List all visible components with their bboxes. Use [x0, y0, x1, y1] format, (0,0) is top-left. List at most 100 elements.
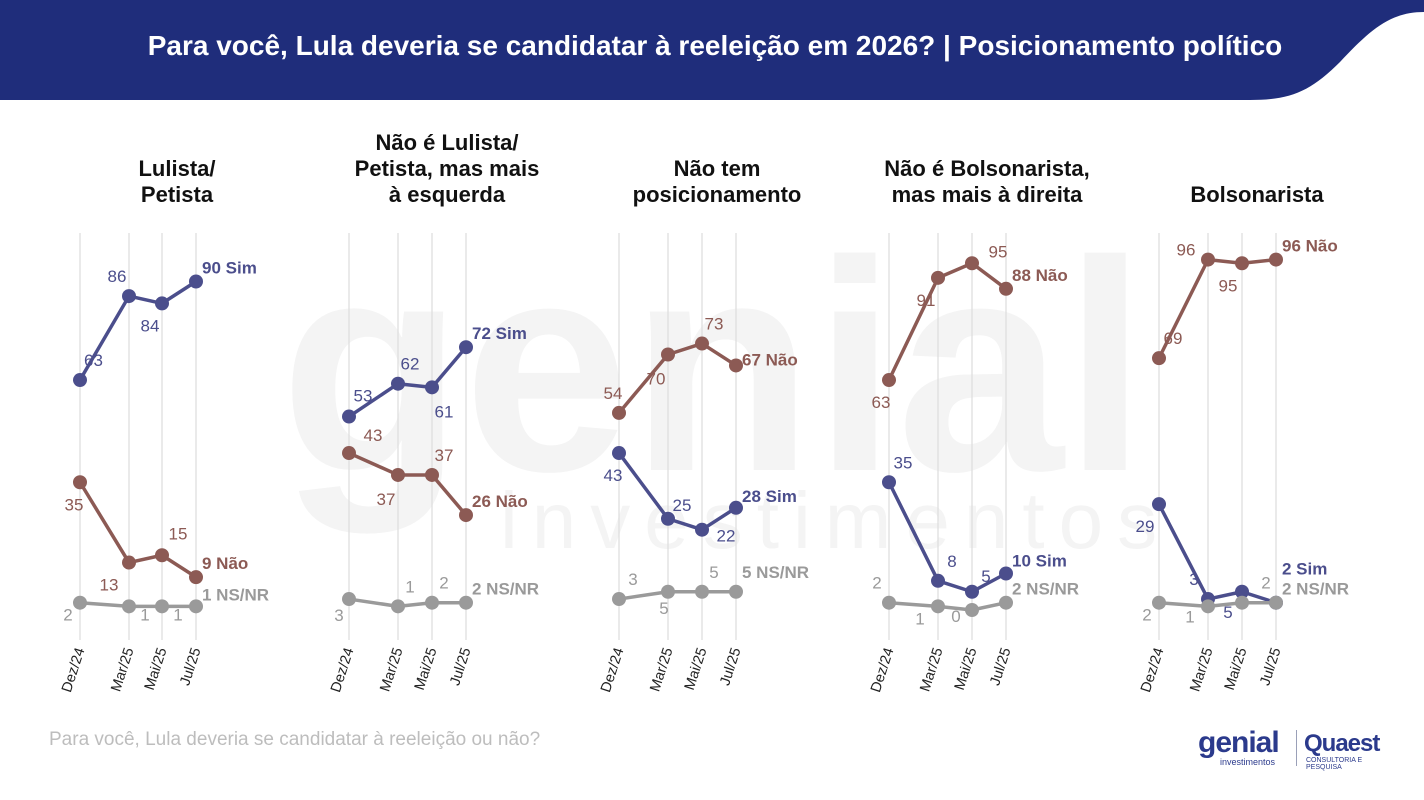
data-point-nsnr	[612, 592, 626, 607]
series-end-label: 88 Não	[1012, 266, 1068, 285]
data-label: 37	[435, 446, 454, 465]
data-label: 69	[1164, 329, 1183, 348]
panel-title-line: Bolsonarista	[1190, 182, 1324, 207]
data-point-nsnr	[1152, 595, 1166, 610]
data-point-sim	[342, 409, 356, 424]
period-tick-label: Dez/24	[328, 646, 357, 695]
series-line-sim	[348, 346, 468, 419]
watermark-word: genial	[280, 198, 1147, 536]
series-end-label: 90 Sim	[202, 259, 257, 278]
series-end-label: 5 NS/NR	[742, 563, 809, 582]
series-end-label: 2 Sim	[1282, 560, 1327, 579]
period-tick-label: Jul/25	[987, 646, 1014, 688]
data-label: 2	[63, 606, 72, 625]
data-label: 3	[334, 606, 343, 625]
data-label: 84	[141, 316, 160, 335]
data-point-sim	[1152, 497, 1166, 512]
quaest-logo-sub: CONSULTORIA E PESQUISA	[1306, 757, 1363, 771]
header-background	[0, 0, 1424, 100]
period-tick-label: Dez/24	[598, 646, 627, 695]
data-label: 22	[717, 527, 736, 546]
data-point-sim	[882, 475, 896, 490]
data-label: 15	[169, 524, 188, 543]
series-end-label: 28 Sim	[742, 487, 797, 506]
data-point-nao	[612, 405, 626, 420]
data-point-nsnr	[189, 599, 203, 614]
period-tick-label: Jul/25	[447, 646, 474, 688]
panel-title-line: Não é Bolsonarista,	[884, 156, 1089, 181]
data-point-nsnr	[729, 584, 743, 599]
data-point-nao	[155, 548, 169, 563]
data-label: 37	[377, 490, 396, 509]
series-line-sim	[78, 280, 197, 381]
series-end-label: 2 NS/NR	[1012, 580, 1079, 599]
period-tick-label: Dez/24	[868, 646, 897, 695]
data-point-nao	[189, 570, 203, 585]
period-tick-label: Jul/25	[177, 646, 204, 688]
genial-logo-sub: investimentos	[1220, 757, 1276, 767]
data-point-nao	[1201, 252, 1215, 267]
data-point-nao	[459, 508, 473, 523]
data-label: 62	[401, 355, 420, 374]
data-point-nsnr	[459, 595, 473, 610]
data-label: 91	[917, 291, 936, 310]
data-label: 0	[951, 607, 960, 626]
header-banner: Para você, Lula deveria se candidatar à …	[0, 0, 1424, 100]
data-label: 86	[108, 267, 127, 286]
series-line-nao	[78, 481, 197, 579]
data-point-nsnr	[155, 599, 169, 614]
data-point-nsnr	[1269, 595, 1283, 610]
data-point-nao	[1235, 256, 1249, 271]
data-point-nsnr	[425, 595, 439, 610]
panel-title-line: Lulista/	[138, 156, 215, 181]
data-point-nsnr	[931, 599, 945, 614]
series-end-label: 10 Sim	[1012, 552, 1067, 571]
period-tick-label: Mai/25	[682, 646, 711, 692]
data-point-nao	[695, 336, 709, 351]
data-point-sim	[999, 566, 1013, 581]
data-point-nao	[425, 467, 439, 482]
panel-title-line: Não tem	[674, 156, 761, 181]
data-label: 5	[709, 563, 718, 582]
series-end-label: 96 Não	[1282, 237, 1338, 256]
series-end-label: 2 NS/NR	[472, 580, 539, 599]
series-line-nao	[617, 341, 737, 415]
data-label: 25	[673, 496, 692, 515]
series-line-nsnr	[888, 600, 1007, 612]
data-label: 3	[1189, 570, 1198, 589]
series-line-sim	[1157, 503, 1277, 605]
data-label: 5	[981, 567, 990, 586]
genial-logo: genial	[1198, 726, 1280, 759]
series-end-label: 72 Sim	[472, 324, 527, 343]
data-point-nao	[729, 358, 743, 373]
data-point-nsnr	[1235, 595, 1249, 610]
data-point-sim	[122, 289, 136, 304]
panel-title-line: mas mais à direita	[892, 182, 1084, 207]
data-label: 53	[354, 387, 373, 406]
series-line-nsnr	[348, 597, 466, 609]
period-tick-label: Mar/25	[1187, 646, 1216, 694]
page-title: Para você, Lula deveria se candidatar à …	[147, 30, 1283, 61]
data-label: 73	[705, 315, 724, 334]
data-label: 43	[604, 466, 623, 485]
period-tick-label: Dez/24	[1138, 646, 1167, 695]
series-line-nao	[1157, 257, 1277, 359]
period-tick-label: Mar/25	[108, 646, 137, 694]
series-line-nsnr	[1158, 600, 1276, 609]
data-label: 13	[100, 576, 119, 595]
data-point-sim	[391, 376, 405, 391]
period-tick-label: Jul/25	[1257, 646, 1284, 688]
series-line-sim	[617, 452, 737, 532]
series-end-label: 26 Não	[472, 492, 528, 511]
data-label: 2	[1261, 574, 1270, 593]
data-label: 35	[894, 453, 913, 472]
data-point-nao	[1269, 252, 1283, 267]
panel-title-line: Petista	[141, 182, 214, 207]
data-label: 3	[628, 570, 637, 589]
panel-title-line: Não é Lulista/	[375, 130, 518, 155]
data-label: 63	[84, 351, 103, 370]
series-end-label: 2 NS/NR	[1282, 580, 1349, 599]
data-point-nsnr	[342, 592, 356, 607]
series-line-sim	[887, 481, 1007, 594]
